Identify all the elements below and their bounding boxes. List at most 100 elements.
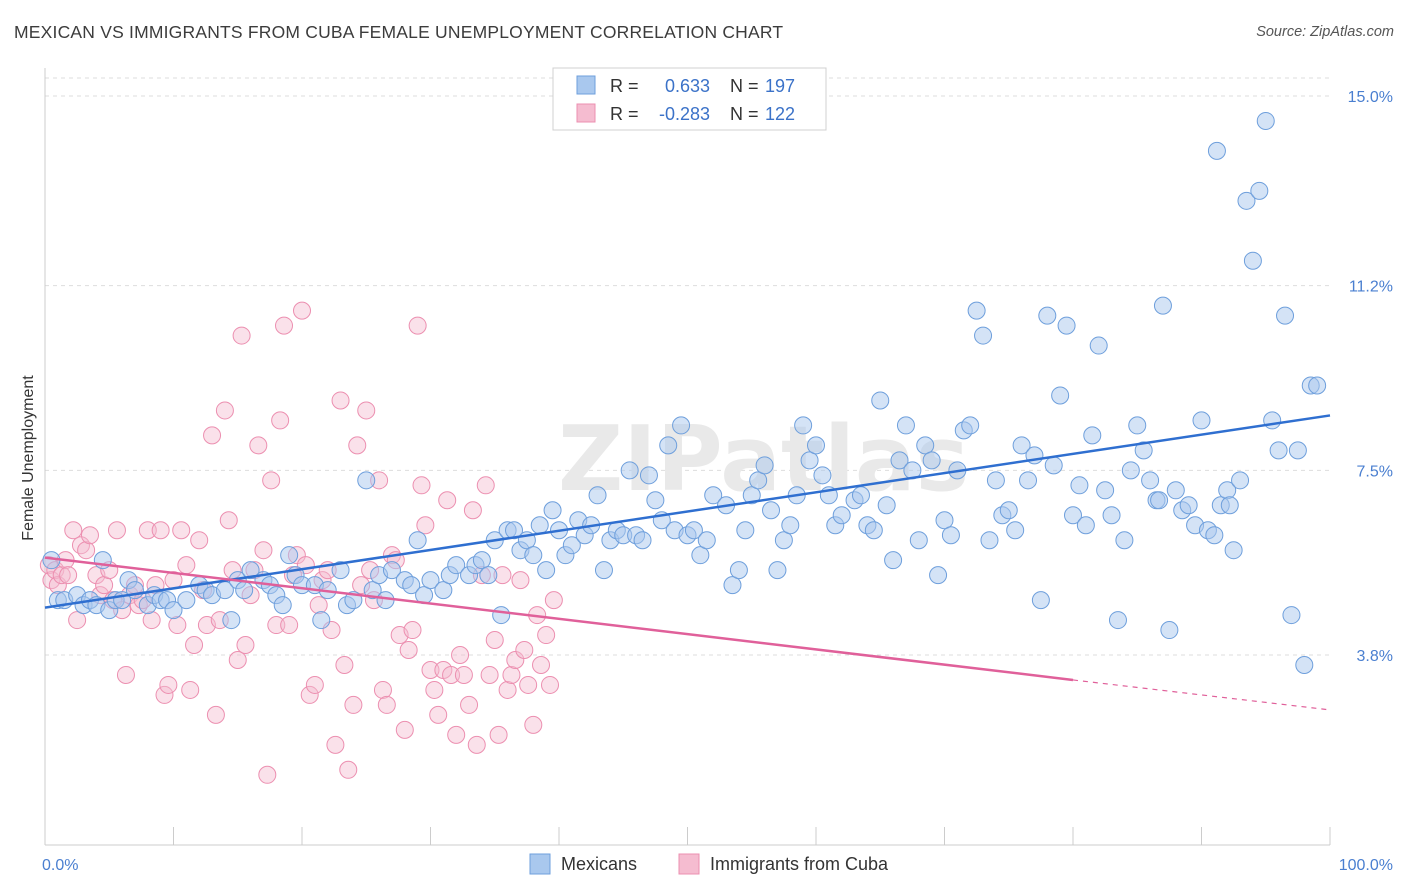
mexicans-point bbox=[877, 496, 896, 515]
cuba-point bbox=[438, 491, 457, 510]
cuba-point bbox=[258, 765, 277, 784]
cuba-point bbox=[203, 426, 222, 445]
mexicans-point bbox=[1269, 441, 1288, 460]
cuba-point bbox=[95, 576, 114, 595]
mexicans-point bbox=[222, 611, 241, 630]
mexicans-point bbox=[1108, 611, 1127, 630]
cuba-point bbox=[454, 665, 473, 684]
mexicans-point bbox=[408, 531, 427, 550]
mexicans-point bbox=[704, 486, 723, 505]
mexicans-point bbox=[1006, 521, 1025, 540]
cuba-point bbox=[511, 571, 530, 590]
mexicans-point bbox=[312, 611, 331, 630]
cuba-point bbox=[138, 521, 157, 540]
mexicans-point bbox=[697, 531, 716, 550]
mexicans-point bbox=[280, 546, 299, 565]
chart-title: MEXICAN VS IMMIGRANTS FROM CUBA FEMALE U… bbox=[14, 22, 784, 42]
mexicans-point bbox=[1153, 296, 1172, 315]
mexicans-point bbox=[832, 506, 851, 525]
source-label: Source: ZipAtlas.com bbox=[1256, 24, 1394, 40]
mexicans-point bbox=[1083, 426, 1102, 445]
mexicans-point bbox=[1051, 386, 1070, 405]
cuba-point bbox=[107, 521, 126, 540]
mexicans-point bbox=[961, 416, 980, 435]
cuba-point bbox=[447, 725, 466, 744]
mexicans-point bbox=[1192, 411, 1211, 430]
legend-n-label: N = bbox=[730, 76, 759, 96]
cuba-point bbox=[408, 316, 427, 335]
cuba-point bbox=[271, 411, 290, 430]
mexicans-point bbox=[273, 596, 292, 615]
cuba-point bbox=[232, 326, 251, 345]
mexicans-point bbox=[851, 486, 870, 505]
cuba-point bbox=[185, 636, 204, 655]
cuba-point bbox=[151, 521, 170, 540]
mexicans-point bbox=[980, 531, 999, 550]
x-tick-label: 100.0% bbox=[1339, 857, 1393, 874]
mexicans-point bbox=[916, 436, 935, 455]
mexicans-point bbox=[1150, 491, 1169, 510]
mexicans-point bbox=[890, 451, 909, 470]
mexicans-point bbox=[633, 531, 652, 550]
mexicans-point bbox=[909, 531, 928, 550]
mexicans-point bbox=[749, 471, 768, 490]
mexicans-point bbox=[357, 471, 376, 490]
cuba-point bbox=[249, 436, 268, 455]
legend-r-label: R = bbox=[610, 76, 639, 96]
cuba-point bbox=[190, 531, 209, 550]
cuba-point bbox=[181, 680, 200, 699]
cuba-point bbox=[236, 636, 255, 655]
cuba-trend-line bbox=[44, 556, 1074, 682]
mexicans-point bbox=[492, 606, 511, 625]
cuba-point bbox=[451, 646, 470, 664]
y-axis-label: Female Unemployment bbox=[20, 375, 37, 541]
mexicans-point bbox=[1121, 461, 1140, 480]
mexicans-point bbox=[177, 591, 196, 610]
legend-n-value: 122 bbox=[765, 104, 795, 124]
cuba-point bbox=[460, 695, 479, 714]
mexicans-point bbox=[1128, 416, 1147, 435]
cuba-point bbox=[177, 556, 196, 575]
mexicans-point bbox=[800, 451, 819, 470]
mexicans-point bbox=[1295, 655, 1314, 674]
mexicans-point bbox=[530, 516, 549, 535]
mexicans-point bbox=[1224, 541, 1243, 560]
mexicans-point bbox=[1237, 191, 1256, 210]
mexicans-point bbox=[736, 521, 755, 540]
mexicans-point bbox=[1096, 481, 1115, 500]
mexicans-point bbox=[331, 561, 350, 580]
mexicans-point bbox=[781, 516, 800, 535]
mexicans-point bbox=[742, 486, 761, 505]
cuba-point bbox=[502, 665, 521, 684]
cuba-point bbox=[357, 401, 376, 420]
y-tick-labels: 3.8% 7.5% 11.2% 15.0% bbox=[1348, 89, 1393, 665]
cuba-point bbox=[59, 566, 78, 585]
mexicans-point bbox=[1263, 411, 1282, 430]
cuba-point bbox=[463, 501, 482, 520]
mexicans-point bbox=[1019, 471, 1038, 490]
cuba-point bbox=[262, 471, 281, 490]
mexicans-point bbox=[620, 461, 639, 480]
cuba-point bbox=[228, 650, 247, 669]
mexicans-point bbox=[1288, 441, 1307, 460]
cuba-point bbox=[68, 611, 87, 630]
mexicans-point bbox=[588, 486, 607, 505]
mexicans-points bbox=[42, 111, 1327, 674]
legend-box bbox=[552, 67, 827, 131]
legend-swatch-mexicans bbox=[576, 75, 596, 95]
cuba-point bbox=[159, 675, 178, 694]
stats-legend: R = 0.633 N = 197 R = -0.283 N = 122 bbox=[552, 67, 827, 131]
mexicans-point bbox=[1243, 251, 1262, 270]
mexicans-point bbox=[935, 511, 954, 530]
axes bbox=[44, 68, 1331, 846]
cuba-point bbox=[377, 695, 396, 714]
mexicans-point bbox=[794, 416, 813, 435]
legend-n-label: N = bbox=[730, 104, 759, 124]
mexicans-point bbox=[382, 561, 401, 580]
mexicans-point bbox=[768, 561, 787, 580]
mexicans-point bbox=[691, 546, 710, 565]
cuba-point bbox=[219, 511, 238, 530]
cuba-point bbox=[348, 436, 367, 455]
cuba-points bbox=[39, 301, 563, 784]
mexicans-point bbox=[505, 521, 524, 540]
